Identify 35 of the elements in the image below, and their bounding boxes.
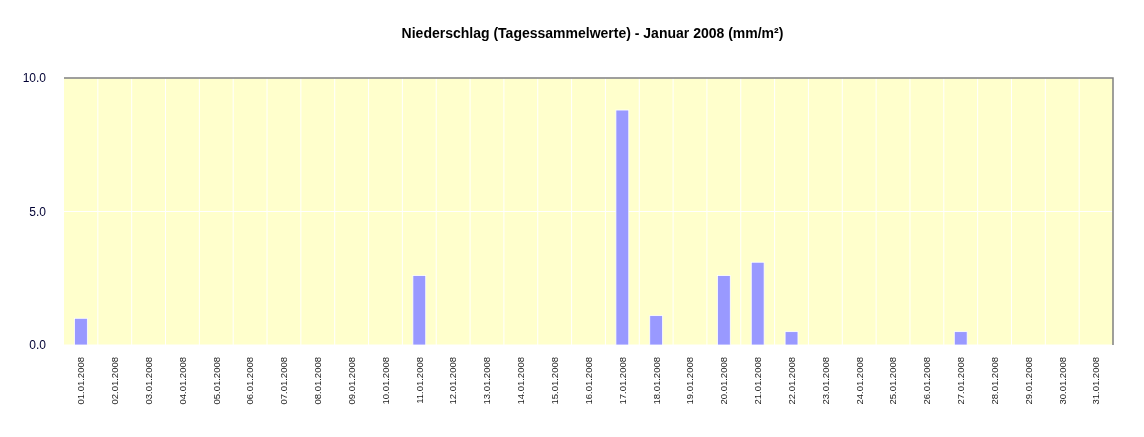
x-tick-label: 24.01.2008	[853, 357, 865, 405]
x-tick-label: 14.01.2008	[515, 357, 527, 405]
y-tick-label: 0.0	[29, 338, 47, 353]
x-tick-label: 01.01.2008	[75, 357, 87, 405]
x-tick-label: 17.01.2008	[616, 357, 628, 405]
x-tick-label: 29.01.2008	[1022, 357, 1034, 405]
x-tick-label: 28.01.2008	[988, 357, 1000, 405]
x-tick-label: 15.01.2008	[548, 357, 560, 405]
chart-title: Niederschlag (Tagessammelwerte) - Januar 2008 (mm/m²)	[401, 25, 784, 41]
y-tick-label: 5.0	[29, 204, 47, 219]
x-tick-label: 23.01.2008	[819, 357, 831, 405]
x-tick-label: 30.01.2008	[1056, 357, 1068, 405]
x-tick-label: 26.01.2008	[921, 357, 933, 405]
x-tick-label: 20.01.2008	[718, 357, 730, 405]
x-tick-label: 31.01.2008	[1090, 357, 1102, 405]
x-tick-label: 03.01.2008	[142, 357, 154, 405]
x-tick-label: 09.01.2008	[345, 357, 357, 405]
x-tick-label: 12.01.2008	[447, 357, 459, 405]
x-tick-label: 02.01.2008	[109, 357, 121, 405]
x-tick-label: 05.01.2008	[210, 357, 222, 405]
x-tick-label: 27.01.2008	[955, 357, 967, 405]
x-tick-label: 13.01.2008	[481, 357, 493, 405]
x-tick-label: 18.01.2008	[650, 357, 662, 405]
x-tick-label: 08.01.2008	[312, 357, 324, 405]
x-tick-label: 25.01.2008	[887, 357, 899, 405]
y-tick-label: 10.0	[22, 71, 47, 86]
x-tick-label: 16.01.2008	[582, 357, 594, 405]
x-tick-label: 10.01.2008	[379, 357, 391, 405]
x-tick-label: 21.01.2008	[752, 357, 764, 405]
x-tick-label: 11.01.2008	[413, 357, 425, 404]
x-tick-label: 22.01.2008	[785, 357, 797, 405]
x-tick-label: 07.01.2008	[278, 357, 290, 405]
x-tick-label: 04.01.2008	[176, 357, 188, 405]
x-tick-label: 06.01.2008	[244, 357, 256, 405]
x-tick-label: 19.01.2008	[684, 357, 696, 405]
